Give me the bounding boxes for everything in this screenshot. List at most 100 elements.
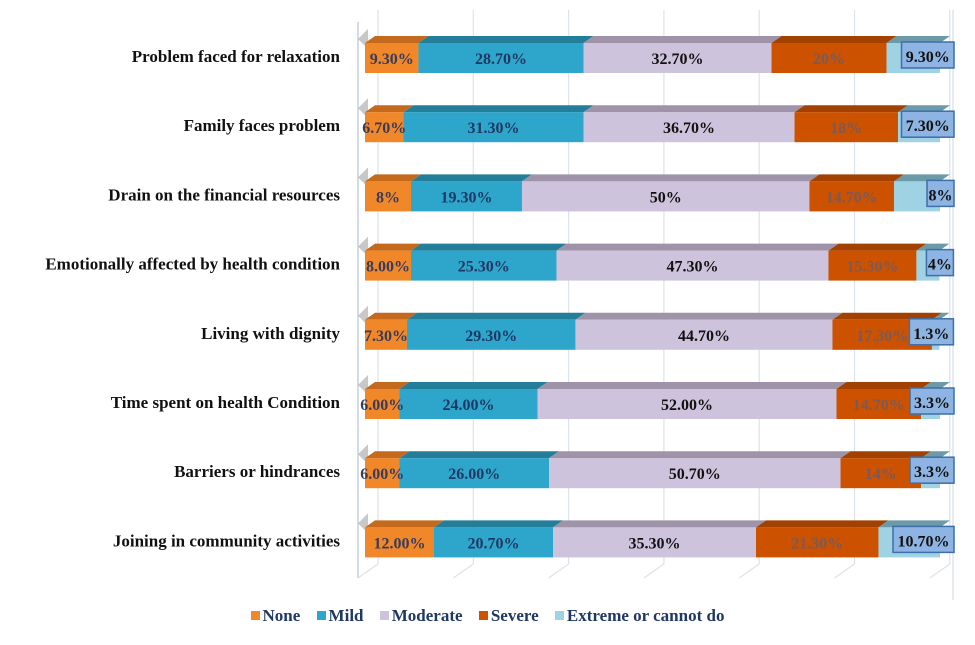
bar-segment [836,389,922,419]
legend-label-mild: Mild [328,606,364,625]
bar-segment-top [399,451,559,459]
value-label-box [908,318,955,346]
bar-segment-top [365,36,429,43]
legend-label-severe: Severe [490,606,539,625]
value-label: 25.30% [458,259,510,276]
bar-segment-top [828,243,927,251]
bar-segment [365,527,434,558]
legend-item-extreme: Extreme or cannot do [554,606,724,626]
value-label: 3.3% [914,464,950,481]
bar-segment [365,458,400,489]
legend: None Mild Moderate Severe Extreme or can… [0,606,975,626]
value-label: 29.30% [465,328,517,345]
bar-segment-top [537,382,847,389]
floor-tick [452,563,474,579]
value-label: 44.70% [678,328,730,345]
bar-segment-top [365,451,410,459]
bar-segment [365,389,400,419]
legend-item-severe: Severe [478,606,539,626]
value-label: 6.70% [362,120,406,137]
value-label: 35.30% [629,535,681,552]
value-label: 31.30% [468,120,520,137]
bar-segment-top [365,243,421,251]
bar-segment-top [434,520,564,528]
bar-segment-top [575,312,843,320]
bar-segment [771,43,887,73]
bar-segment [365,319,407,350]
bar-segment [365,43,419,73]
floor-tick [548,563,569,579]
bar-segment-top [794,105,909,113]
value-label: 6.00% [360,397,404,414]
category-label: Time spent on health Condition [111,393,341,412]
value-label: 1.3% [913,326,949,343]
bar-segment [556,250,829,281]
bar-segment [411,181,522,212]
bar-segment [434,527,554,558]
legend-swatch-extreme [554,611,564,620]
value-label-box [909,387,955,415]
legend-label-none: None [262,606,301,625]
value-label: 10.70% [898,533,950,550]
floor-tick [643,563,665,579]
value-label: 4% [928,257,952,274]
bar-segment [399,389,538,419]
bar-segment [756,527,879,558]
value-label: 3.3% [914,395,950,412]
value-label: 8% [376,189,400,206]
category-label: Living with dignity [201,324,340,343]
value-label-box [900,110,955,138]
bar-segment [794,112,899,143]
value-label: 9.30% [906,49,950,66]
value-label: 8.00% [366,259,410,276]
category-labels: Problem faced for relaxation Family faces… [45,47,340,550]
bar-segment-top [583,105,805,113]
bar-segment-top [365,312,417,320]
bar-segment-top [840,451,932,459]
value-label: 17.30% [856,328,908,345]
bar-segment-top [411,174,532,182]
value-label: 24.00% [443,397,495,414]
bar-segment [399,458,549,489]
stacked-bar-chart: Problem faced for relaxation Family faces… [45,10,955,600]
value-label-box [892,525,955,554]
value-label: 50% [650,189,682,206]
bar-segment-top [403,105,594,113]
bar-segment [521,181,810,212]
bar-segment [575,319,833,350]
bar-segment-top [556,243,839,251]
bars [365,36,950,558]
bar-segment [549,458,841,489]
floor-tick [738,563,760,579]
value-label: 20% [813,51,845,68]
legend-swatch-mild [316,611,326,620]
legend-label-moderate: Moderate [391,606,463,625]
value-label: 20.70% [468,535,520,552]
bar-segment [365,181,411,212]
value-label-box [926,179,955,208]
legend-item-mild: Mild [316,606,364,626]
value-label-box [909,456,955,484]
bar-segment-top [365,174,421,182]
category-label: Problem faced for relaxation [132,47,341,66]
bar-segment-top [365,382,410,389]
bar-segment-top [583,36,782,43]
value-label: 15.30% [846,259,898,276]
value-label: 14.70% [853,397,905,414]
value-label: 18% [830,120,862,137]
bar-segment [553,527,756,558]
value-label: 7.30% [906,118,950,135]
legend-item-moderate: Moderate [379,606,463,626]
bar-segment-top [756,520,889,528]
bar-segment-top [553,520,766,528]
floor-tick [357,563,379,579]
gridlines [357,10,954,600]
category-label: Family faces problem [184,116,340,135]
bar-segment [583,43,772,73]
bar-segment [365,112,404,143]
bar-segment-top [399,382,548,389]
value-label: 12.00% [374,535,426,552]
value-label: 32.70% [652,51,704,68]
bar-segment [418,43,584,73]
value-label: 8% [929,187,953,204]
